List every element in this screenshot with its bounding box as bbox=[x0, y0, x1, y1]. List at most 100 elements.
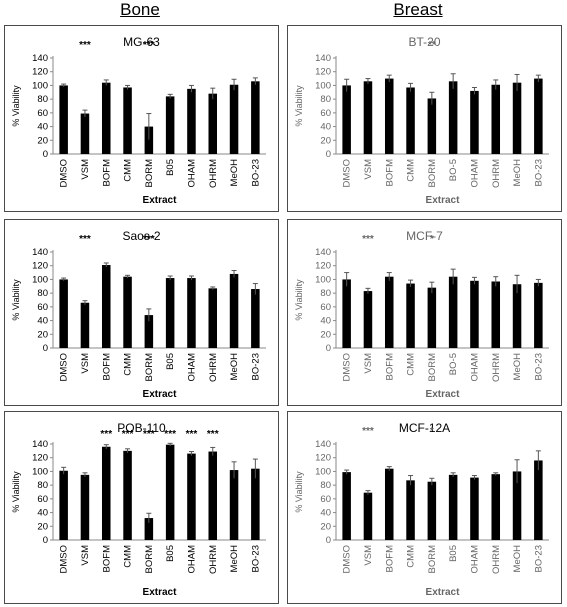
y-tick-label: 20 bbox=[37, 521, 48, 532]
y-axis-label: % Viability bbox=[294, 85, 304, 127]
bar-vsm bbox=[80, 113, 90, 154]
x-tick-label: BOFM bbox=[101, 353, 112, 381]
x-tick-label: VSM bbox=[80, 353, 91, 374]
x-tick-label: MeOH bbox=[512, 545, 523, 573]
bar-cmm bbox=[123, 276, 132, 348]
chart-title: BT-20 bbox=[408, 35, 441, 49]
significance-marker: *** bbox=[79, 234, 91, 245]
y-tick-label: 100 bbox=[32, 274, 48, 285]
y-tick-label: 80 bbox=[320, 480, 331, 491]
x-tick-label: OHAM bbox=[186, 353, 197, 382]
x-tick-label: B05 bbox=[165, 545, 176, 562]
x-axis-label: Extract bbox=[426, 587, 461, 598]
breast-column-header: Breast bbox=[393, 0, 443, 19]
bar-ohrm bbox=[208, 288, 218, 348]
x-tick-label: CMM bbox=[406, 159, 417, 182]
x-tick-label: BORM bbox=[144, 159, 155, 188]
x-tick-label: BORM bbox=[427, 353, 438, 382]
x-tick-label: DMSO bbox=[59, 353, 70, 382]
significance-marker: * bbox=[430, 426, 434, 437]
y-tick-label: 0 bbox=[326, 535, 331, 546]
bar-dmso bbox=[59, 85, 68, 154]
y-tick-label: 20 bbox=[320, 521, 331, 532]
bar-b05 bbox=[165, 96, 175, 154]
y-axis-label: % Viability bbox=[11, 471, 21, 513]
bar-chart-saos2: % Viability 0 20 40 60 80 100 120 140 DMSO *** VSM B… bbox=[11, 234, 266, 400]
bar-borm bbox=[427, 98, 437, 154]
chart-panel-bt20: BT-20 % Viability 0 20 40 60 80 100 120 140 DMSO V… bbox=[287, 25, 562, 212]
x-axis-label: Extract bbox=[143, 195, 178, 206]
bar-vsm bbox=[363, 291, 373, 348]
x-tick-label: CMM bbox=[123, 159, 134, 182]
chart-panel-mg63: MG-63 % Viability 0 20 40 60 80 100 120 140 DMSO *… bbox=[4, 25, 279, 212]
x-tick-label: BO-5 bbox=[448, 353, 459, 375]
bar-meoh bbox=[512, 82, 522, 154]
bar-chart-bt20: % Viability 0 20 40 60 80 100 120 140 DMSO VSM BOFM… bbox=[294, 40, 549, 206]
y-tick-label: 120 bbox=[32, 453, 48, 464]
x-tick-label: BO-23 bbox=[533, 353, 544, 380]
significance-marker: *** bbox=[122, 429, 134, 440]
y-tick-label: 20 bbox=[37, 329, 48, 340]
bar-b05 bbox=[165, 278, 175, 348]
chart-title: MCF-7 bbox=[406, 229, 443, 243]
y-tick-label: 140 bbox=[315, 439, 331, 450]
y-tick-label: 100 bbox=[315, 466, 331, 477]
y-tick-label: 0 bbox=[326, 149, 331, 160]
significance-marker: *** bbox=[143, 40, 155, 51]
x-tick-label: BOFM bbox=[384, 353, 395, 381]
x-tick-label: BOFM bbox=[101, 545, 112, 573]
x-tick-label: CMM bbox=[406, 353, 417, 376]
bar-meoh bbox=[229, 84, 239, 154]
y-axis-label: % Viability bbox=[294, 471, 304, 513]
bar-ohrm bbox=[491, 84, 501, 154]
bar-ohrm bbox=[491, 281, 501, 348]
bar-oham bbox=[187, 453, 196, 540]
bar-vsm bbox=[363, 492, 373, 540]
x-tick-label: OHAM bbox=[469, 159, 480, 188]
chart-panel-mcf12a: MCF-12A % Viability 0 20 40 60 80 100 120 140 DMS… bbox=[287, 411, 562, 604]
bar-bofm bbox=[101, 265, 111, 348]
x-tick-label: CMM bbox=[123, 353, 134, 376]
x-tick-label: OHRM bbox=[208, 159, 219, 188]
significance-marker: *** bbox=[362, 426, 374, 437]
x-tick-label: BO-23 bbox=[533, 159, 544, 186]
x-tick-label: OHRM bbox=[491, 159, 502, 188]
x-tick-label: B05 bbox=[165, 353, 176, 370]
significance-marker: *** bbox=[100, 429, 112, 440]
x-tick-label: BOFM bbox=[384, 159, 395, 187]
bar-cmm bbox=[406, 480, 415, 540]
bar-vsm bbox=[80, 302, 90, 348]
x-tick-label: OHAM bbox=[186, 545, 197, 574]
y-tick-label: 100 bbox=[315, 274, 331, 285]
bar-dmso bbox=[342, 279, 351, 348]
x-tick-label: BOFM bbox=[384, 545, 395, 573]
y-tick-label: 20 bbox=[320, 135, 331, 146]
x-tick-label: B05 bbox=[165, 159, 176, 176]
significance-marker: *** bbox=[362, 234, 374, 245]
bone-column-header: Bone bbox=[120, 0, 160, 19]
bar-bo-23 bbox=[534, 282, 543, 348]
bar-bofm bbox=[101, 446, 111, 540]
bar-cmm bbox=[406, 87, 415, 154]
y-tick-label: 60 bbox=[37, 108, 48, 119]
x-tick-label: CMM bbox=[123, 545, 134, 568]
y-tick-label: 0 bbox=[43, 149, 48, 160]
bar-vsm bbox=[363, 81, 373, 154]
y-tick-label: 60 bbox=[320, 108, 331, 119]
chart-title: MG-63 bbox=[123, 35, 160, 49]
significance-marker: *** bbox=[164, 429, 176, 440]
significance-marker: *** bbox=[207, 429, 219, 440]
y-tick-label: 80 bbox=[37, 288, 48, 299]
bar-dmso bbox=[59, 279, 68, 348]
x-axis-label: Extract bbox=[426, 195, 461, 206]
y-tick-label: 80 bbox=[37, 94, 48, 105]
x-tick-label: OHRM bbox=[491, 353, 502, 382]
y-tick-label: 140 bbox=[315, 53, 331, 64]
x-axis-label: Extract bbox=[143, 587, 178, 598]
chart-panel-saos2: Saos-2 % Viability 0 20 40 60 80 100 120 140 DMSO… bbox=[4, 219, 279, 406]
bar-cmm bbox=[123, 450, 132, 540]
y-tick-label: 40 bbox=[320, 316, 331, 327]
bar-chart-pob110: % Viability 0 20 40 60 80 100 120 140 DMSO VSM *** B… bbox=[11, 429, 266, 598]
bar-ohrm bbox=[208, 451, 218, 540]
x-tick-label: DMSO bbox=[342, 353, 353, 382]
